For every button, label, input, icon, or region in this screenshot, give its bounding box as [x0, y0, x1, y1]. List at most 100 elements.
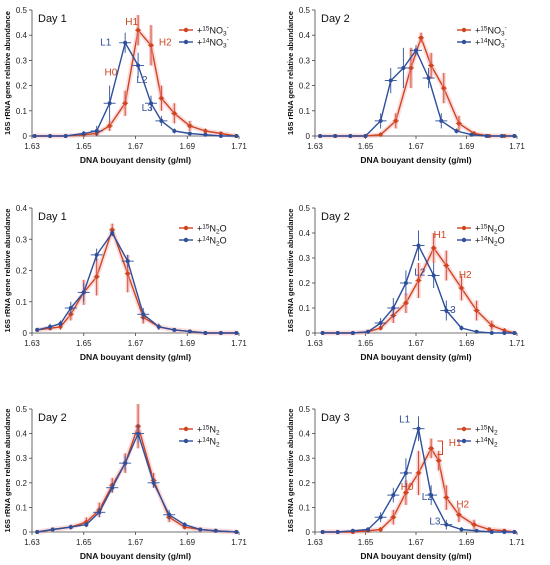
data-point — [156, 324, 161, 329]
chart-panel: 0 0.1 0.2 0.3 0.4 0.5 1.63 1.65 1.67 1.69 1.71 DNA … — [3, 6, 247, 165]
y-tick-label: 0.4 — [16, 430, 28, 439]
data-point — [187, 329, 192, 334]
data-point — [198, 527, 203, 532]
legend-entry-label: +15N2O — [197, 224, 227, 236]
data-point — [333, 134, 338, 138]
y-tick-label: 0.3 — [299, 56, 311, 65]
series-line — [320, 49, 515, 137]
data-point — [58, 321, 63, 326]
legend-entry-label: +14N2 — [475, 437, 498, 449]
data-point — [151, 480, 156, 485]
data-point — [489, 331, 494, 335]
x-tick-label: 1.65 — [76, 142, 92, 151]
y-tick-label: 0.5 — [299, 6, 311, 15]
data-point — [502, 530, 507, 534]
y-tick-label: 0.5 — [299, 405, 311, 414]
data-point — [81, 290, 86, 295]
series-blue — [320, 416, 517, 534]
y-tick-label: 0.2 — [299, 82, 311, 91]
x-tick-label: 1.63 — [307, 538, 323, 547]
data-point — [401, 65, 406, 70]
y-tick-label: 0.5 — [299, 204, 311, 213]
peak-annotation: H0 — [401, 482, 414, 493]
chart-panel: 0 0.1 0.2 0.3 0.4 0.5 1.63 1.65 1.67 1.69 1.71 DNA … — [286, 405, 525, 561]
data-point — [431, 273, 436, 278]
data-point — [429, 493, 434, 498]
x-tick-label: 1.65 — [358, 142, 374, 151]
y-tick-label: 0.2 — [16, 267, 28, 276]
x-tick-label: 1.69 — [459, 142, 475, 151]
data-point — [426, 76, 431, 81]
data-point — [213, 528, 218, 533]
data-point — [416, 470, 421, 475]
data-point — [159, 96, 164, 101]
data-point — [388, 78, 393, 83]
x-tick-label: 1.63 — [24, 538, 40, 547]
data-point — [444, 495, 449, 500]
data-point — [512, 331, 517, 335]
y-tick-label: 0.1 — [16, 107, 28, 116]
x-tick-label: 1.67 — [408, 339, 424, 348]
series-blue — [32, 32, 239, 138]
peak-annotation: L3 — [445, 305, 457, 316]
data-point — [123, 40, 128, 45]
series-blue — [318, 45, 517, 138]
legend-swatch-marker — [461, 39, 467, 45]
data-point — [149, 101, 154, 106]
data-point — [414, 48, 418, 53]
data-point — [218, 134, 223, 138]
data-point — [48, 134, 53, 138]
peak-annotation: L2 — [414, 268, 426, 279]
x-tick-label: 1.71 — [509, 142, 525, 151]
y-tick-label: 0.2 — [16, 479, 28, 488]
data-point — [456, 121, 461, 126]
data-point — [68, 306, 73, 310]
data-point — [182, 522, 187, 527]
chart-panel: 0 0.1 0.2 0.3 0.4 0.5 1.63 1.65 1.67 1.69 1.71 DNA … — [3, 404, 247, 561]
chart-panel: 0 0.1 0.2 0.3 0.4 1.63 1.65 1.67 1.69 1.71 DNA bou… — [3, 204, 247, 362]
y-tick-label: 0.4 — [16, 204, 28, 213]
data-point — [403, 281, 408, 285]
data-point — [444, 522, 449, 527]
data-point — [391, 493, 396, 498]
y-axis-label: 16S rRNA gene relative abundance — [3, 209, 12, 333]
y-tick-label: 0 — [306, 132, 311, 141]
data-point — [187, 131, 192, 136]
y-axis-label: 16S rRNA gene relative abundance — [286, 11, 295, 135]
legend-swatch-marker — [183, 237, 189, 243]
peak-annotation: L1 — [100, 37, 112, 48]
x-tick-label: 1.65 — [76, 339, 92, 348]
x-tick-label: 1.67 — [408, 538, 424, 547]
legend-swatch-marker — [183, 39, 189, 45]
data-point — [110, 231, 115, 235]
x-tick-label: 1.69 — [459, 538, 475, 547]
data-point — [335, 331, 340, 335]
data-point — [94, 128, 99, 133]
peak-annotation: H2 — [456, 499, 469, 510]
y-tick-label: 0.2 — [299, 479, 311, 488]
data-point — [378, 118, 383, 123]
data-point — [350, 331, 355, 335]
panel-day-label: Day 3 — [321, 412, 350, 424]
data-point — [110, 485, 115, 490]
x-tick-label: 1.69 — [179, 142, 195, 151]
x-axis-label: DNA bouyant density (g/ml) — [360, 551, 471, 561]
series-blue — [35, 423, 239, 534]
data-point — [68, 525, 73, 530]
y-tick-label: 0.4 — [299, 430, 311, 439]
data-point — [444, 308, 449, 313]
data-point — [172, 128, 177, 133]
x-tick-label: 1.67 — [408, 142, 424, 151]
y-axis-label: 16S rRNA gene relative abundance — [3, 11, 12, 135]
data-point — [35, 327, 40, 332]
legend-entry-label: +15NO3- — [197, 25, 229, 38]
panel-day-label: Day 2 — [321, 13, 350, 25]
series-blue — [320, 230, 517, 335]
y-tick-label: 0.3 — [299, 454, 311, 463]
legend-swatch-marker — [183, 426, 189, 432]
panel-day-label: Day 1 — [38, 13, 67, 25]
peak-bracket — [437, 440, 444, 456]
data-point — [141, 312, 146, 317]
data-point — [472, 522, 477, 527]
